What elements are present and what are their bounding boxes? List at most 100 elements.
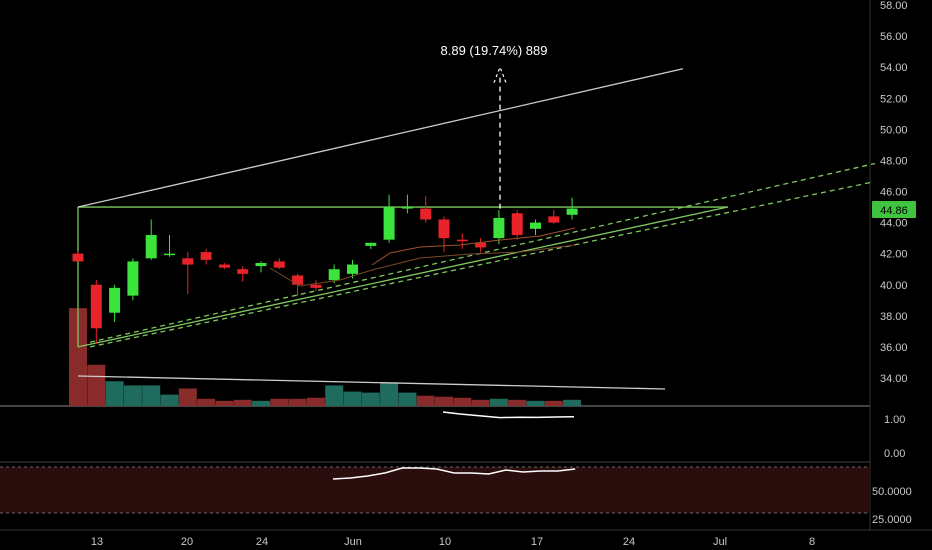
candle-body: [511, 213, 523, 236]
x-tick-label: 17: [531, 536, 543, 548]
y-tick-label: 46.00: [880, 187, 908, 199]
y-tick-label: 40.00: [880, 280, 908, 292]
volume-bar: [252, 400, 270, 406]
volume-bar: [343, 391, 362, 406]
y-tick-label: 48.00: [880, 155, 908, 167]
x-tick-label: 24: [256, 536, 268, 548]
y-tick-label: 38.00: [880, 311, 908, 323]
volume-bar: [160, 394, 179, 406]
volume-bar: [471, 399, 490, 406]
rsi-tick-label: 50.0000: [872, 486, 912, 498]
volume-bar: [453, 397, 472, 406]
volume-bar: [325, 385, 344, 406]
volume-bar: [142, 385, 161, 406]
candle-body: [218, 264, 230, 268]
x-tick-label: 20: [181, 536, 193, 548]
rsi-band: [0, 467, 870, 513]
candle-body: [383, 207, 395, 240]
indicator-tick-label: 1.00: [884, 414, 905, 426]
volume-bar: [87, 364, 106, 406]
volume-bar: [563, 399, 582, 406]
x-tick-label: Jul: [713, 536, 727, 548]
indicator-panes: [0, 411, 870, 514]
moving-averages: [269, 227, 576, 287]
candle-body: [530, 222, 541, 229]
volume-bar: [215, 400, 234, 406]
volume-bar: [361, 392, 380, 406]
volume-bar: [306, 397, 325, 406]
volume-bar: [508, 399, 527, 406]
candle-body: [182, 258, 194, 265]
indicator-line: [442, 411, 575, 419]
candle-body: [401, 207, 413, 209]
y-tick-label: 36.00: [880, 342, 908, 354]
candle-body: [347, 264, 358, 274]
measure-label: 8.89 (19.74%) 889: [441, 43, 548, 58]
price-axis[interactable]: 58.00 56.00 54.00 52.00 50.00 48.00 46.00 44.00…: [872, 0, 912, 526]
volume-trend-line: [77, 375, 666, 390]
volume-bar: [489, 398, 508, 406]
price-label-bg: [872, 201, 916, 218]
y-tick-label: 44.00: [880, 218, 908, 230]
candle-body: [438, 219, 450, 239]
candle-body: [255, 262, 267, 267]
candle-body: [237, 269, 249, 274]
candle-body: [365, 242, 377, 246]
candle-body: [493, 217, 505, 239]
moving-average-slow: [269, 244, 576, 287]
x-tick-label: 8: [809, 536, 815, 548]
y-tick-label: 52.00: [880, 93, 908, 105]
volume-bar: [544, 400, 563, 406]
y-tick-label: 56.00: [880, 31, 908, 43]
candle-body: [90, 284, 102, 329]
candle-body: [273, 261, 285, 268]
moving-average-fast: [371, 227, 576, 266]
rsi-line: [332, 467, 576, 480]
candle-body: [566, 208, 578, 215]
y-tick-label: 42.00: [880, 249, 908, 261]
time-axis[interactable]: 13 20 24 Jun 10 17 24 Jul 8: [91, 536, 815, 548]
candle-body: [127, 261, 139, 296]
volume-bar: [288, 398, 307, 406]
current-price-label: 44.86: [880, 205, 908, 217]
volume-bar: [380, 382, 399, 406]
support-line: [77, 206, 729, 348]
candle-body: [200, 252, 212, 260]
volume-bar: [105, 381, 124, 406]
y-tick-label: 34.00: [880, 373, 908, 385]
volume-bar: [197, 398, 216, 406]
rsi-tick-label: 25.0000: [872, 514, 912, 526]
volume-bar: [270, 398, 289, 406]
x-tick-label: 24: [623, 536, 635, 548]
volume-bar: [416, 395, 435, 406]
candle-body: [328, 269, 340, 281]
volume-bar: [398, 392, 417, 406]
volume-bar: [233, 399, 252, 406]
candle-body: [548, 216, 560, 223]
x-tick-label: 10: [439, 536, 451, 548]
indicator-tick-label: 0.00: [884, 448, 905, 460]
volume-bar: [178, 388, 197, 406]
candle-body: [72, 253, 84, 262]
projected-line-upper: [89, 162, 876, 343]
candle-body: [310, 284, 322, 288]
volume-bars: [69, 308, 582, 406]
candle-body: [292, 275, 304, 285]
candle-body: [475, 242, 487, 248]
channel-line: [77, 68, 684, 208]
x-tick-label: Jun: [344, 536, 362, 548]
candle-body: [164, 253, 175, 256]
candle-body: [109, 287, 121, 313]
x-tick-label: 13: [91, 536, 103, 548]
volume-bar: [435, 396, 453, 406]
candle-body: [420, 208, 432, 220]
y-tick-label: 50.00: [880, 124, 908, 136]
y-tick-label: 58.00: [880, 0, 908, 12]
y-tick-label: 54.00: [880, 62, 908, 74]
candle-body: [456, 239, 468, 242]
projected-line-lower: [89, 181, 873, 348]
candle-body: [145, 235, 157, 259]
price-label-badge: 44.86: [872, 201, 916, 218]
